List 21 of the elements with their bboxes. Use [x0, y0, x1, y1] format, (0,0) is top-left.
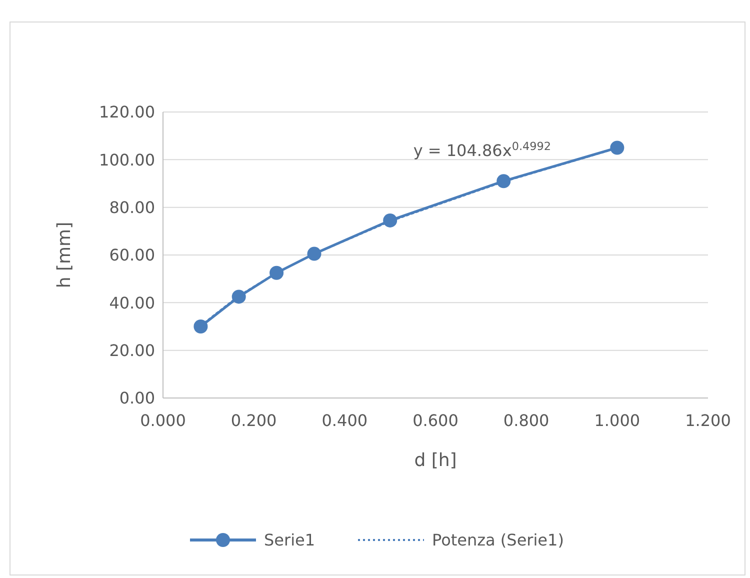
x-tick-label: 0.600: [412, 411, 458, 430]
x-axis-title: d [h]: [414, 450, 457, 471]
point: [194, 320, 208, 334]
y-tick-label: 120.00: [99, 102, 155, 122]
x-tick-label: 0.400: [322, 411, 368, 430]
y-tick-label: 100.00: [99, 150, 155, 170]
annotation: y = 104.86x$^{0.4992}$: [413, 139, 551, 160]
legend-label: Potenza (Serie1): [432, 530, 564, 550]
legend-label: Serie1: [264, 530, 316, 550]
y-tick-label: 20.00: [109, 340, 155, 360]
x-tick-label: 1.000: [594, 411, 640, 430]
point: [610, 140, 624, 155]
x-tick-label: 0.200: [230, 411, 277, 430]
x-tick-label: 0.000: [140, 411, 186, 430]
x-tick-label: 1.200: [685, 411, 731, 430]
x-tick-label: 0.800: [503, 411, 550, 430]
y-tick-label: 40.00: [109, 293, 155, 312]
y-tick-label: 80.00: [109, 198, 155, 217]
y-tick-label: 0.00: [119, 388, 155, 408]
y-tick-label: 60.00: [109, 246, 155, 265]
y-axis-title: h [mm]: [54, 222, 75, 288]
